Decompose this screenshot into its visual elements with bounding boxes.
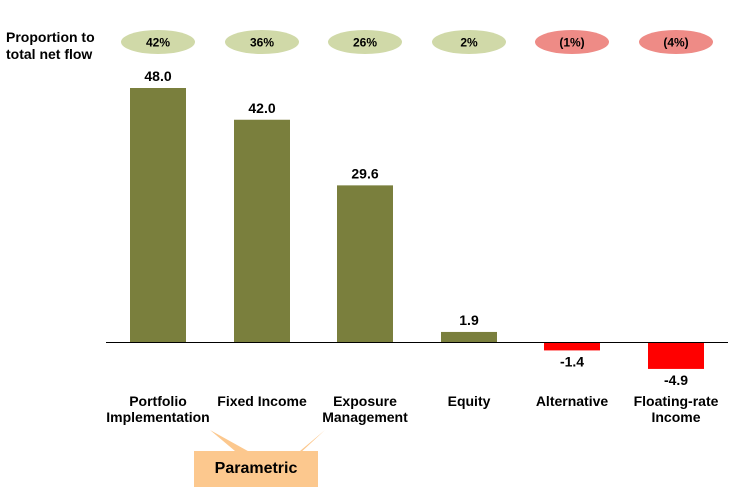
- category-label-2: Exposure Management: [322, 393, 408, 425]
- proportion-pill-1: [225, 30, 299, 54]
- proportion-label-2: 26%: [353, 36, 377, 50]
- proportion-label-1: 36%: [250, 36, 274, 50]
- category-label-5: Floating-rate Income: [634, 393, 719, 425]
- proportion-pill-5: [639, 30, 713, 54]
- bar-0: [130, 88, 186, 342]
- category-label-3: Equity: [448, 393, 491, 409]
- value-label-2: 29.6: [351, 165, 378, 181]
- proportion-pill-0: [121, 30, 195, 54]
- proportion-label-5: (4%): [663, 36, 688, 50]
- value-label-1: 42.0: [248, 100, 275, 116]
- bar-2: [337, 185, 393, 342]
- parametric-callout-pointer: [210, 430, 325, 455]
- bar-1: [234, 119, 290, 342]
- proportion-header: Proportion to total net flow: [6, 29, 110, 63]
- proportion-label-4: (1%): [559, 36, 584, 50]
- parametric-callout-label: Parametric: [194, 451, 318, 487]
- proportion-label-3: 2%: [460, 36, 478, 50]
- category-label-4: Alternative: [536, 393, 609, 409]
- value-label-0: 48.0: [144, 68, 171, 84]
- bar-3: [441, 331, 497, 342]
- bar-5: [648, 343, 704, 369]
- proportion-header-line2: total net flow: [6, 46, 93, 62]
- proportion-pill-2: [328, 30, 402, 54]
- value-label-3: 1.9: [459, 312, 479, 328]
- proportion-header-line1: Proportion to: [6, 29, 95, 45]
- proportion-pill-4: [535, 30, 609, 54]
- category-label-0: Portfolio Implementation: [106, 393, 209, 425]
- proportion-label-0: 42%: [146, 36, 170, 50]
- value-label-5: -4.9: [664, 372, 688, 388]
- value-label-4: -1.4: [560, 353, 584, 369]
- proportion-pill-3: [432, 30, 506, 54]
- bar-4: [544, 343, 600, 351]
- category-label-1: Fixed Income: [217, 393, 307, 409]
